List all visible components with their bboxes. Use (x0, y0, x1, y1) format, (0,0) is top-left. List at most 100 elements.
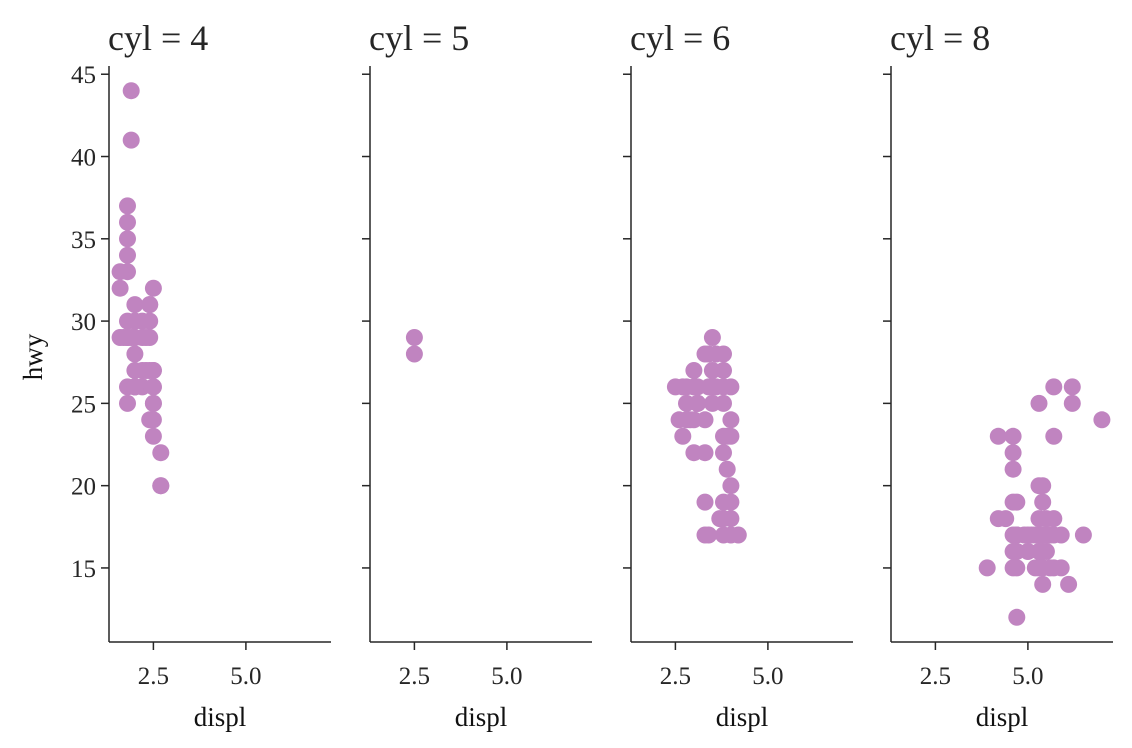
data-point (119, 394, 136, 412)
data-point (144, 279, 162, 297)
data-point (1034, 493, 1052, 511)
data-point (405, 345, 423, 363)
data-point (674, 427, 692, 445)
data-point (405, 329, 423, 346)
data-point (1019, 543, 1037, 560)
y-tick-label: 20 (71, 474, 96, 501)
y-tick-label: 25 (71, 391, 96, 418)
data-point (722, 378, 740, 396)
data-point (1074, 526, 1092, 544)
data-point (1063, 378, 1081, 396)
data-point (1093, 411, 1111, 429)
facet-panel: cyl = 8 2.5 5.0 displ (883, 18, 1113, 732)
data-point (696, 493, 714, 511)
data-point (715, 427, 732, 445)
data-point (119, 246, 136, 264)
facet-panels: cyl = 4 15 20 25 30 35 40 45 2.5 5.0 displ cyl = 5 2… (71, 18, 1113, 732)
data-point (119, 230, 136, 248)
data-point (144, 427, 162, 445)
x-tick-label: 2.5 (660, 663, 691, 690)
data-point (689, 394, 707, 412)
facet-title: cyl = 4 (108, 18, 208, 58)
data-point (122, 131, 140, 149)
data-point (126, 378, 144, 396)
x-tick-label: 5.0 (1012, 663, 1043, 690)
y-tick-label: 40 (71, 145, 96, 172)
data-point (152, 444, 170, 462)
data-point (1004, 460, 1022, 478)
data-point (126, 345, 144, 363)
data-point (722, 411, 740, 429)
x-tick-label: 2.5 (399, 663, 430, 690)
y-tick-label: 35 (71, 227, 96, 254)
data-point (703, 329, 721, 346)
data-point (1063, 394, 1081, 412)
data-point (978, 559, 996, 577)
data-point (989, 427, 1007, 445)
data-point (1045, 510, 1063, 528)
x-axis-label: displ (455, 702, 508, 732)
data-point (715, 444, 732, 462)
data-point (1037, 543, 1055, 560)
data-point (111, 263, 129, 281)
data-point (1004, 444, 1022, 462)
data-point (122, 82, 140, 100)
data-point (707, 345, 725, 363)
facet-panel: cyl = 4 15 20 25 30 35 40 45 2.5 5.0 displ (71, 18, 331, 732)
data-point (1026, 559, 1044, 577)
data-point (111, 279, 129, 297)
data-point (133, 312, 151, 330)
data-point (137, 362, 155, 379)
data-point (1004, 427, 1022, 445)
data-point (715, 362, 732, 379)
data-point (703, 394, 721, 412)
data-point (718, 460, 736, 478)
x-tick-label: 5.0 (491, 663, 522, 690)
data-point (141, 296, 159, 314)
x-tick-label: 5.0 (230, 663, 261, 690)
data-point (144, 378, 162, 396)
x-tick-label: 2.5 (138, 663, 169, 690)
facet-panel: cyl = 5 2.5 5.0 displ (362, 18, 592, 732)
data-point (119, 197, 136, 215)
data-point (144, 394, 162, 412)
data-point (115, 329, 133, 346)
data-point (670, 411, 688, 429)
data-point (1008, 526, 1026, 544)
data-point (1008, 608, 1026, 626)
x-axis-label: displ (976, 702, 1029, 732)
data-point (1030, 510, 1048, 528)
data-point (1034, 477, 1052, 495)
data-point (141, 411, 159, 429)
data-point (119, 312, 136, 330)
x-tick-label: 2.5 (920, 663, 951, 690)
data-point (1052, 526, 1070, 544)
x-tick-label: 5.0 (752, 663, 783, 690)
data-point (1008, 559, 1026, 577)
data-point (1060, 575, 1078, 593)
data-point (1045, 378, 1063, 396)
data-point (1041, 559, 1059, 577)
x-axis-label: displ (194, 702, 247, 732)
x-axis-label: displ (716, 702, 769, 732)
data-point (700, 526, 718, 544)
data-point (696, 444, 714, 462)
facet-title: cyl = 8 (890, 18, 990, 58)
data-point (722, 477, 740, 495)
data-point (700, 378, 718, 396)
data-point (137, 329, 155, 346)
data-point (119, 213, 136, 231)
data-point (1045, 427, 1063, 445)
data-point (722, 510, 740, 528)
facet-title: cyl = 5 (369, 18, 469, 58)
data-point (1030, 394, 1048, 412)
data-point (152, 477, 170, 495)
y-tick-label: 30 (71, 309, 96, 336)
y-tick-label: 45 (71, 62, 96, 89)
data-point (729, 526, 747, 544)
data-point (1008, 493, 1026, 511)
data-point (722, 493, 740, 511)
data-point (685, 362, 703, 379)
data-point (126, 296, 144, 314)
